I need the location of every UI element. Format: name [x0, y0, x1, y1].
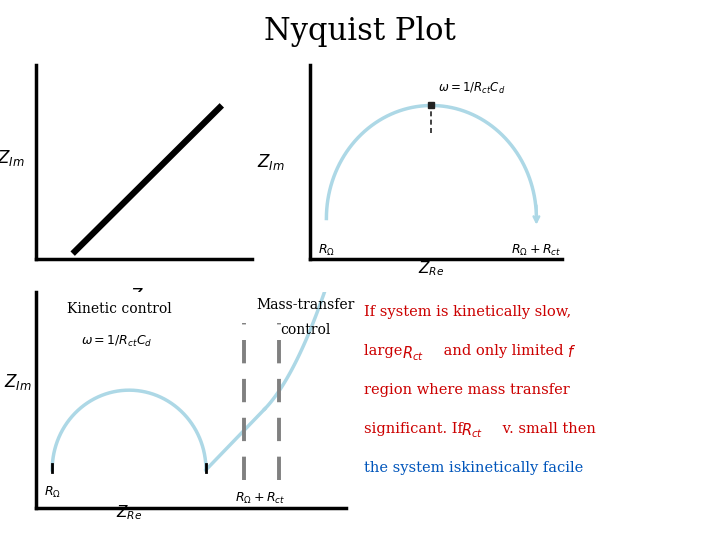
- Text: $R_{\Omega}$: $R_{\Omega}$: [318, 244, 335, 259]
- Text: $Z_{Im}$: $Z_{Im}$: [0, 148, 24, 168]
- Text: v. small then: v. small then: [498, 422, 596, 436]
- Text: $R_{\Omega} + R_{ct}$: $R_{\Omega} + R_{ct}$: [235, 491, 286, 506]
- Text: $Z_{Re}$: $Z_{Re}$: [116, 503, 143, 522]
- Text: the system iskinetically facile: the system iskinetically facile: [364, 461, 583, 475]
- Text: region where mass transfer: region where mass transfer: [364, 383, 570, 397]
- Text: significant. If: significant. If: [364, 422, 467, 436]
- Text: $R_{ct}$: $R_{ct}$: [461, 422, 483, 441]
- Text: $R_{ct}$: $R_{ct}$: [402, 344, 424, 363]
- Text: $R_{\Omega} + R_{ct}$: $R_{\Omega} + R_{ct}$: [511, 244, 562, 259]
- Text: and only limited: and only limited: [439, 344, 568, 358]
- Text: $\omega = 1/R_{ct}C_d$: $\omega = 1/R_{ct}C_d$: [438, 82, 505, 97]
- Text: Kinetic control: Kinetic control: [66, 302, 171, 316]
- Text: large: large: [364, 344, 407, 358]
- Text: control: control: [280, 323, 330, 337]
- Text: $f$: $f$: [567, 344, 575, 360]
- Text: $R_{\Omega}$: $R_{\Omega}$: [44, 484, 60, 500]
- Text: $Z_{Im}$: $Z_{Im}$: [4, 372, 32, 392]
- Text: Nyquist Plot: Nyquist Plot: [264, 16, 456, 47]
- Text: $Z_{Re}$: $Z_{Re}$: [130, 286, 158, 306]
- Text: $\omega = 1/R_{ct}C_d$: $\omega = 1/R_{ct}C_d$: [81, 334, 153, 349]
- Text: If system is kinetically slow,: If system is kinetically slow,: [364, 305, 571, 319]
- Text: $Z_{Re}$: $Z_{Re}$: [418, 259, 444, 278]
- Text: $Z_{Im}$: $Z_{Im}$: [257, 152, 284, 172]
- Text: Mass-transfer: Mass-transfer: [256, 298, 354, 312]
